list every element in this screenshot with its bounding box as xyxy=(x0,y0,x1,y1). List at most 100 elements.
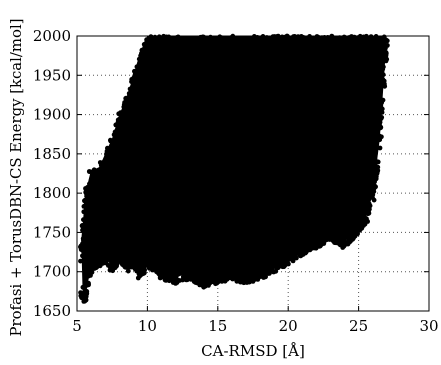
data-point xyxy=(364,43,369,49)
data-point xyxy=(239,46,245,51)
data-point xyxy=(120,243,126,248)
data-point xyxy=(190,45,196,50)
data-point xyxy=(331,38,337,44)
data-point xyxy=(261,264,266,270)
data-point xyxy=(184,264,190,270)
data-point xyxy=(208,268,214,274)
data-point xyxy=(112,258,118,264)
data-point xyxy=(153,255,159,260)
data-point xyxy=(321,52,326,58)
data-point xyxy=(84,203,89,209)
data-point xyxy=(193,40,199,46)
data-point xyxy=(338,240,344,246)
data-point xyxy=(124,247,130,253)
data-point xyxy=(96,258,102,263)
data-point xyxy=(290,39,296,45)
data-point xyxy=(115,117,121,123)
data-point xyxy=(178,42,184,48)
data-point xyxy=(269,261,275,267)
data-point xyxy=(238,264,244,269)
data-point xyxy=(102,167,108,173)
data-point xyxy=(316,49,322,55)
data-point xyxy=(157,38,163,44)
data-point xyxy=(237,56,242,62)
data-point xyxy=(227,54,233,60)
data-point xyxy=(280,244,286,250)
data-point xyxy=(179,48,185,54)
data-point xyxy=(107,160,112,166)
data-point xyxy=(312,43,318,49)
data-point xyxy=(294,39,299,45)
data-point xyxy=(163,260,169,265)
data-point xyxy=(238,268,244,274)
data-point xyxy=(242,279,247,284)
data-point xyxy=(306,55,311,61)
data-point xyxy=(352,45,358,51)
data-point xyxy=(105,263,111,268)
data-point xyxy=(306,242,311,248)
data-point xyxy=(183,45,188,51)
data-point xyxy=(314,237,319,242)
data-point xyxy=(320,233,325,239)
data-point xyxy=(129,264,135,270)
data-point xyxy=(254,256,259,261)
data-point xyxy=(336,49,342,54)
data-point xyxy=(253,52,259,58)
data-point xyxy=(132,257,138,263)
data-point xyxy=(365,208,371,213)
data-point xyxy=(86,169,92,174)
data-point xyxy=(307,247,313,253)
data-point xyxy=(252,47,257,53)
data-point xyxy=(337,55,343,61)
data-point xyxy=(224,263,229,269)
data-point xyxy=(216,56,222,62)
data-point xyxy=(283,43,289,49)
data-point xyxy=(329,235,335,241)
ticks: 5 10 15 20 25 30 1650 1700 1750 1800 1850 1900 1950 2… xyxy=(33,27,439,335)
data-point xyxy=(251,42,257,48)
data-point xyxy=(213,279,218,285)
data-point xyxy=(330,52,336,57)
data-point xyxy=(78,258,83,264)
data-point xyxy=(145,248,150,254)
data-point xyxy=(191,262,197,268)
data-point xyxy=(248,270,254,275)
data-point xyxy=(295,236,301,242)
data-point xyxy=(322,225,328,231)
data-point xyxy=(339,225,344,231)
data-point xyxy=(363,216,369,222)
data-point xyxy=(112,262,118,268)
data-point xyxy=(378,124,384,130)
data-point xyxy=(98,251,103,257)
y-axis-label: Profasi + TorusDBN-CS Energy [kcal/mol] xyxy=(7,19,25,337)
data-point xyxy=(383,45,388,51)
data-point xyxy=(189,57,194,62)
data-point xyxy=(139,51,144,56)
data-point xyxy=(212,51,218,57)
data-point xyxy=(298,43,304,49)
data-point xyxy=(126,103,132,109)
data-point xyxy=(318,239,324,245)
data-point xyxy=(118,132,124,138)
data-point xyxy=(288,242,293,248)
data-point xyxy=(163,55,169,61)
y-tick-label: 1950 xyxy=(33,66,71,84)
data-point xyxy=(248,39,254,45)
data-point xyxy=(267,268,273,274)
data-point xyxy=(104,171,109,177)
data-point xyxy=(175,265,181,271)
x-tick-label: 30 xyxy=(419,317,438,335)
data-point xyxy=(148,257,154,263)
data-point xyxy=(335,35,341,41)
data-point xyxy=(199,41,205,47)
data-point xyxy=(374,169,380,175)
data-point xyxy=(234,268,239,274)
data-point xyxy=(184,56,190,61)
data-point xyxy=(123,95,129,101)
data-point xyxy=(127,96,133,102)
data-point xyxy=(86,271,92,277)
data-point xyxy=(299,250,305,256)
data-point xyxy=(197,282,203,288)
data-point xyxy=(87,181,92,187)
data-point xyxy=(225,267,231,273)
